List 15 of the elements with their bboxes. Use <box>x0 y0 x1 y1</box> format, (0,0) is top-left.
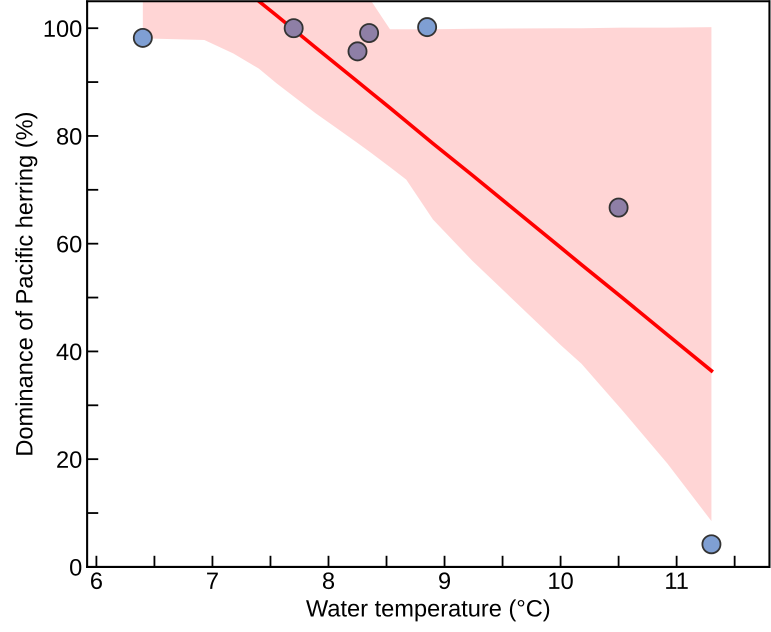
y-tick-label: 40 <box>56 343 82 360</box>
x-axis-title: Water temperature (°C) <box>306 599 550 622</box>
x-tick-label: 9 <box>439 572 450 590</box>
x-tick-label: 7 <box>207 572 218 589</box>
y-tick-label: 100 <box>44 20 82 37</box>
x-tick-label: 10 <box>549 572 573 590</box>
x-tick-label: 11 <box>666 572 688 589</box>
y-tick-label: 60 <box>57 236 82 252</box>
y-tick-label: 20 <box>57 451 82 468</box>
y-tick-label: 0 <box>70 558 82 576</box>
line-series <box>257 1 714 373</box>
y-tick-label: 80 <box>57 128 82 145</box>
y-axis-title: Dominance of Pacific herring (%) <box>15 112 38 455</box>
x-tick-label: 6 <box>91 572 102 590</box>
x-tick-label: 8 <box>322 572 334 590</box>
